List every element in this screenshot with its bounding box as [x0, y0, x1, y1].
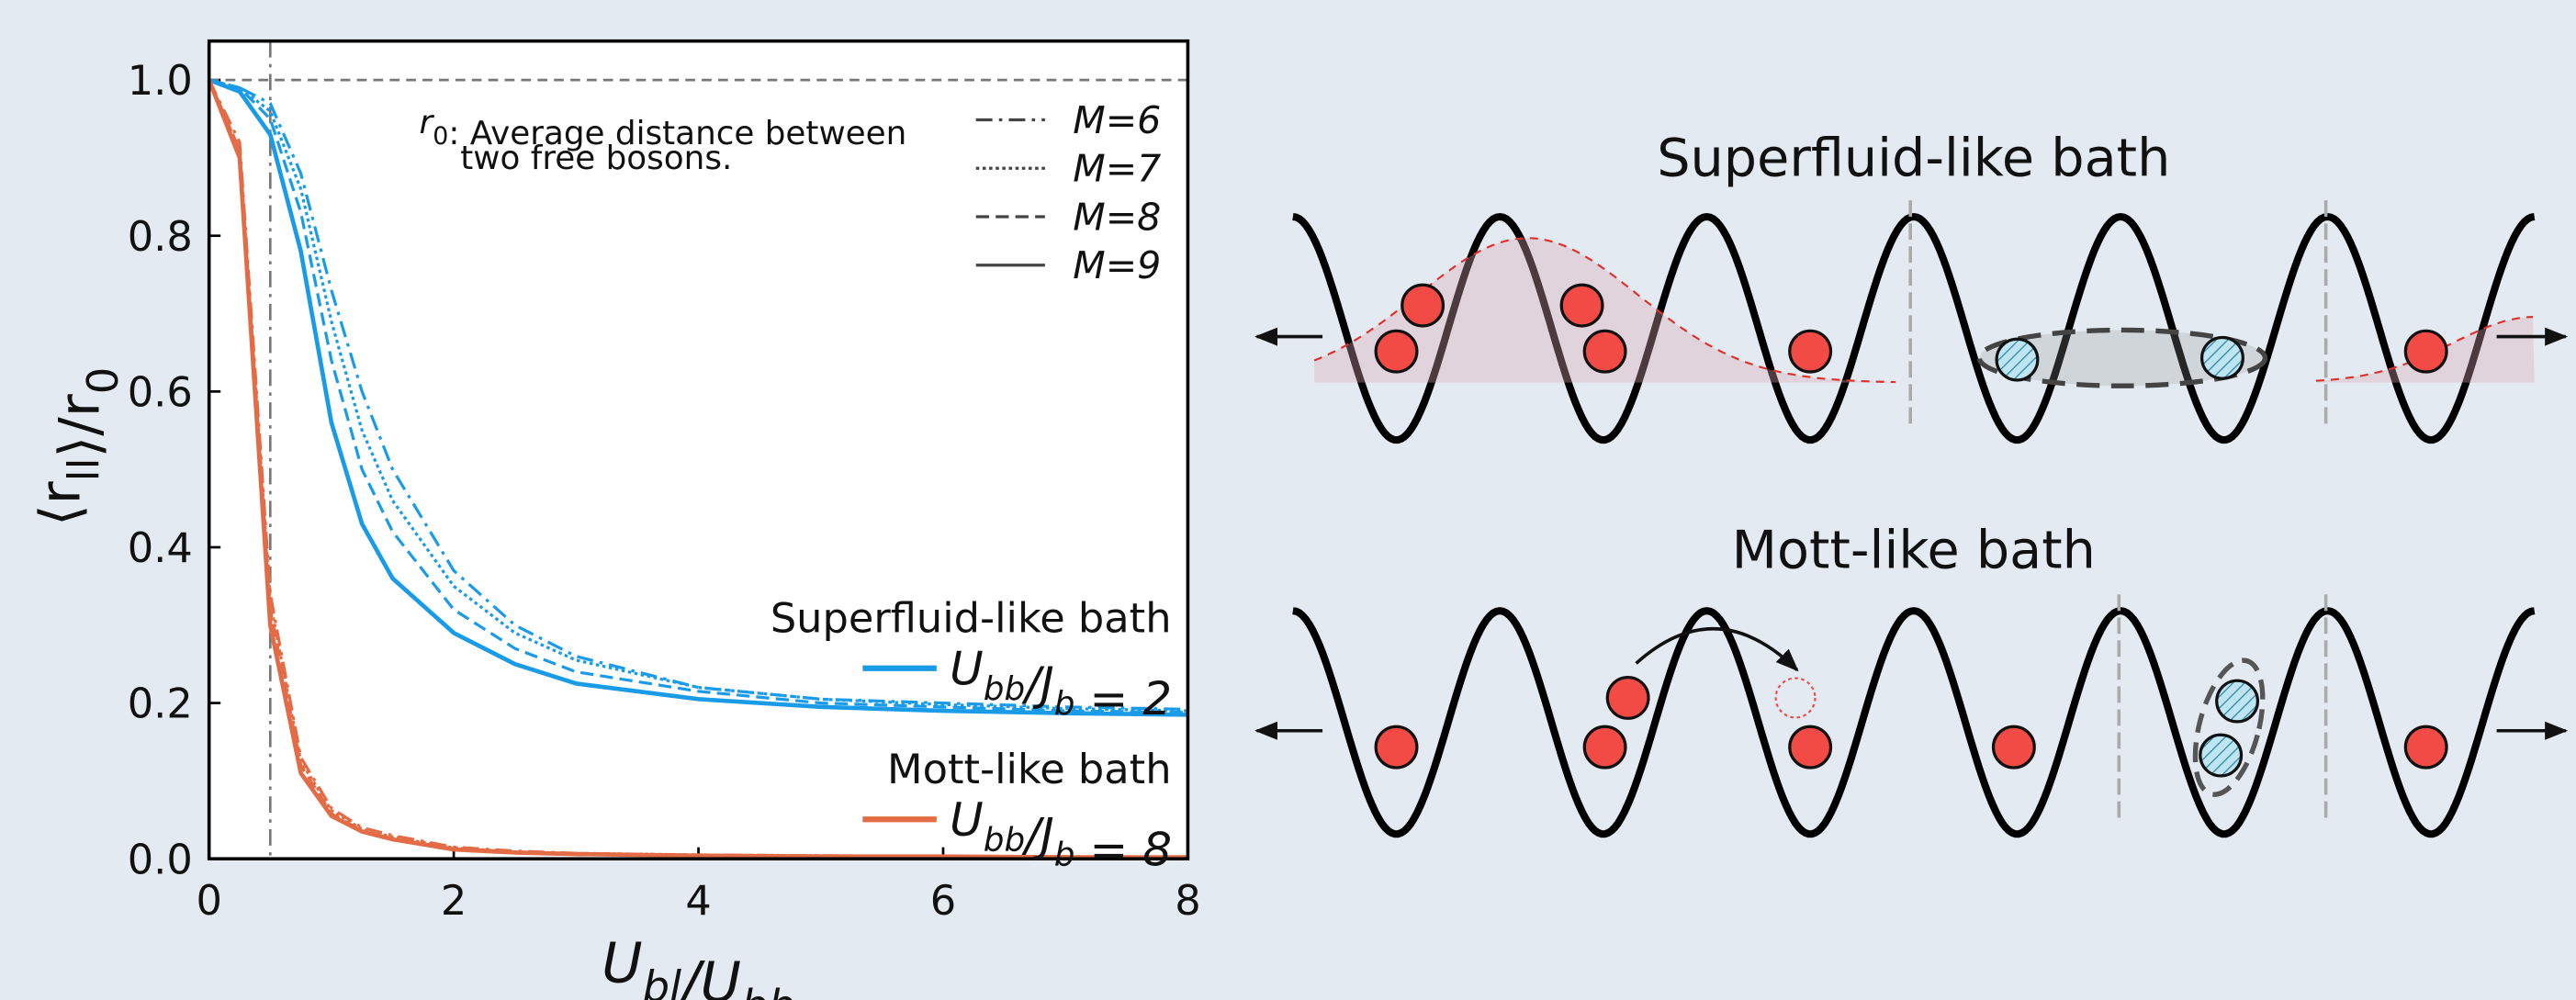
legend-label: M=8 [1073, 195, 1161, 239]
impurity [2202, 337, 2244, 378]
label-part: ⟩/r [48, 394, 112, 457]
x-tick-label: 0 [196, 877, 221, 925]
y-axis-label: ⟨rll⟩/r0 [28, 367, 128, 526]
page: {"chart_data":{"type":"line", "x":[0,0.2… [0, 0, 2576, 1000]
boson [1584, 726, 1625, 768]
label-part: U [950, 643, 984, 696]
impurity [2200, 735, 2242, 776]
x-tick-label: 4 [685, 877, 711, 925]
label-part: = 2 [1074, 672, 1172, 725]
label-part: /U [677, 950, 741, 1000]
boson [2405, 331, 2447, 372]
annotation: two free bosons. [460, 140, 732, 177]
legend-label: M=7 [1073, 147, 1161, 191]
hop-arrow [1637, 629, 1797, 670]
y-tick-label: 0.4 [128, 524, 193, 572]
boson [1790, 331, 1831, 372]
label-subscript: bb [984, 821, 1025, 859]
figure: 024680.00.20.40.60.81.0Ubl/Ubb⟨rll⟩/r0r0… [0, 0, 2576, 1000]
boson [1376, 331, 1417, 372]
boson [1790, 726, 1831, 768]
boson [1376, 726, 1417, 768]
boson [1402, 285, 1444, 326]
x-tick-label: 2 [441, 877, 467, 925]
diagram-title: Superfluid-like bath [1657, 128, 2170, 188]
boson [1584, 331, 1625, 372]
label-subscript: bb [741, 981, 795, 1000]
impurity [1997, 339, 2038, 380]
boson [1561, 285, 1603, 326]
label-subscript: ll [59, 457, 108, 481]
x-axis-label: Ubl/Ubb [602, 931, 795, 1000]
label-part: U [950, 793, 984, 847]
label-part: U [602, 931, 643, 995]
x-tick-label: 8 [1175, 877, 1200, 925]
legend-title: Superfluid-like bath [771, 594, 1172, 642]
y-tick-label: 0.6 [128, 368, 193, 416]
label-part: /J [1021, 657, 1054, 711]
legend-label: M=6 [1073, 98, 1161, 142]
label-subscript: bl [643, 961, 682, 1000]
x-tick-label: 6 [930, 877, 956, 925]
diagram: Superfluid-like bath Mott-like bath [1257, 128, 2566, 834]
label-part: ⟨r [28, 481, 93, 526]
y-tick-label: 0.0 [128, 836, 193, 883]
boson [2405, 726, 2447, 768]
boson [1994, 726, 2035, 768]
label-subscript: b [1054, 685, 1075, 723]
diagram-title: Mott-like bath [1732, 521, 2096, 581]
label-subscript: b [1054, 836, 1075, 873]
y-tick-label: 1.0 [128, 57, 193, 105]
label-part: /J [1021, 808, 1054, 861]
y-tick-label: 0.8 [128, 213, 193, 261]
legend-label: M=9 [1073, 243, 1161, 287]
label-part: = 8 [1074, 823, 1172, 876]
label-subscript: 0 [78, 367, 128, 395]
vacancy [1776, 679, 1816, 718]
legend-title: Mott-like bath [887, 746, 1171, 793]
label-subscript: bb [984, 670, 1025, 708]
label-subscript: 0 [433, 122, 448, 151]
y-tick-label: 0.2 [128, 680, 193, 728]
boson [1607, 678, 1648, 719]
impurity [2217, 680, 2258, 722]
potential [1293, 611, 2535, 834]
